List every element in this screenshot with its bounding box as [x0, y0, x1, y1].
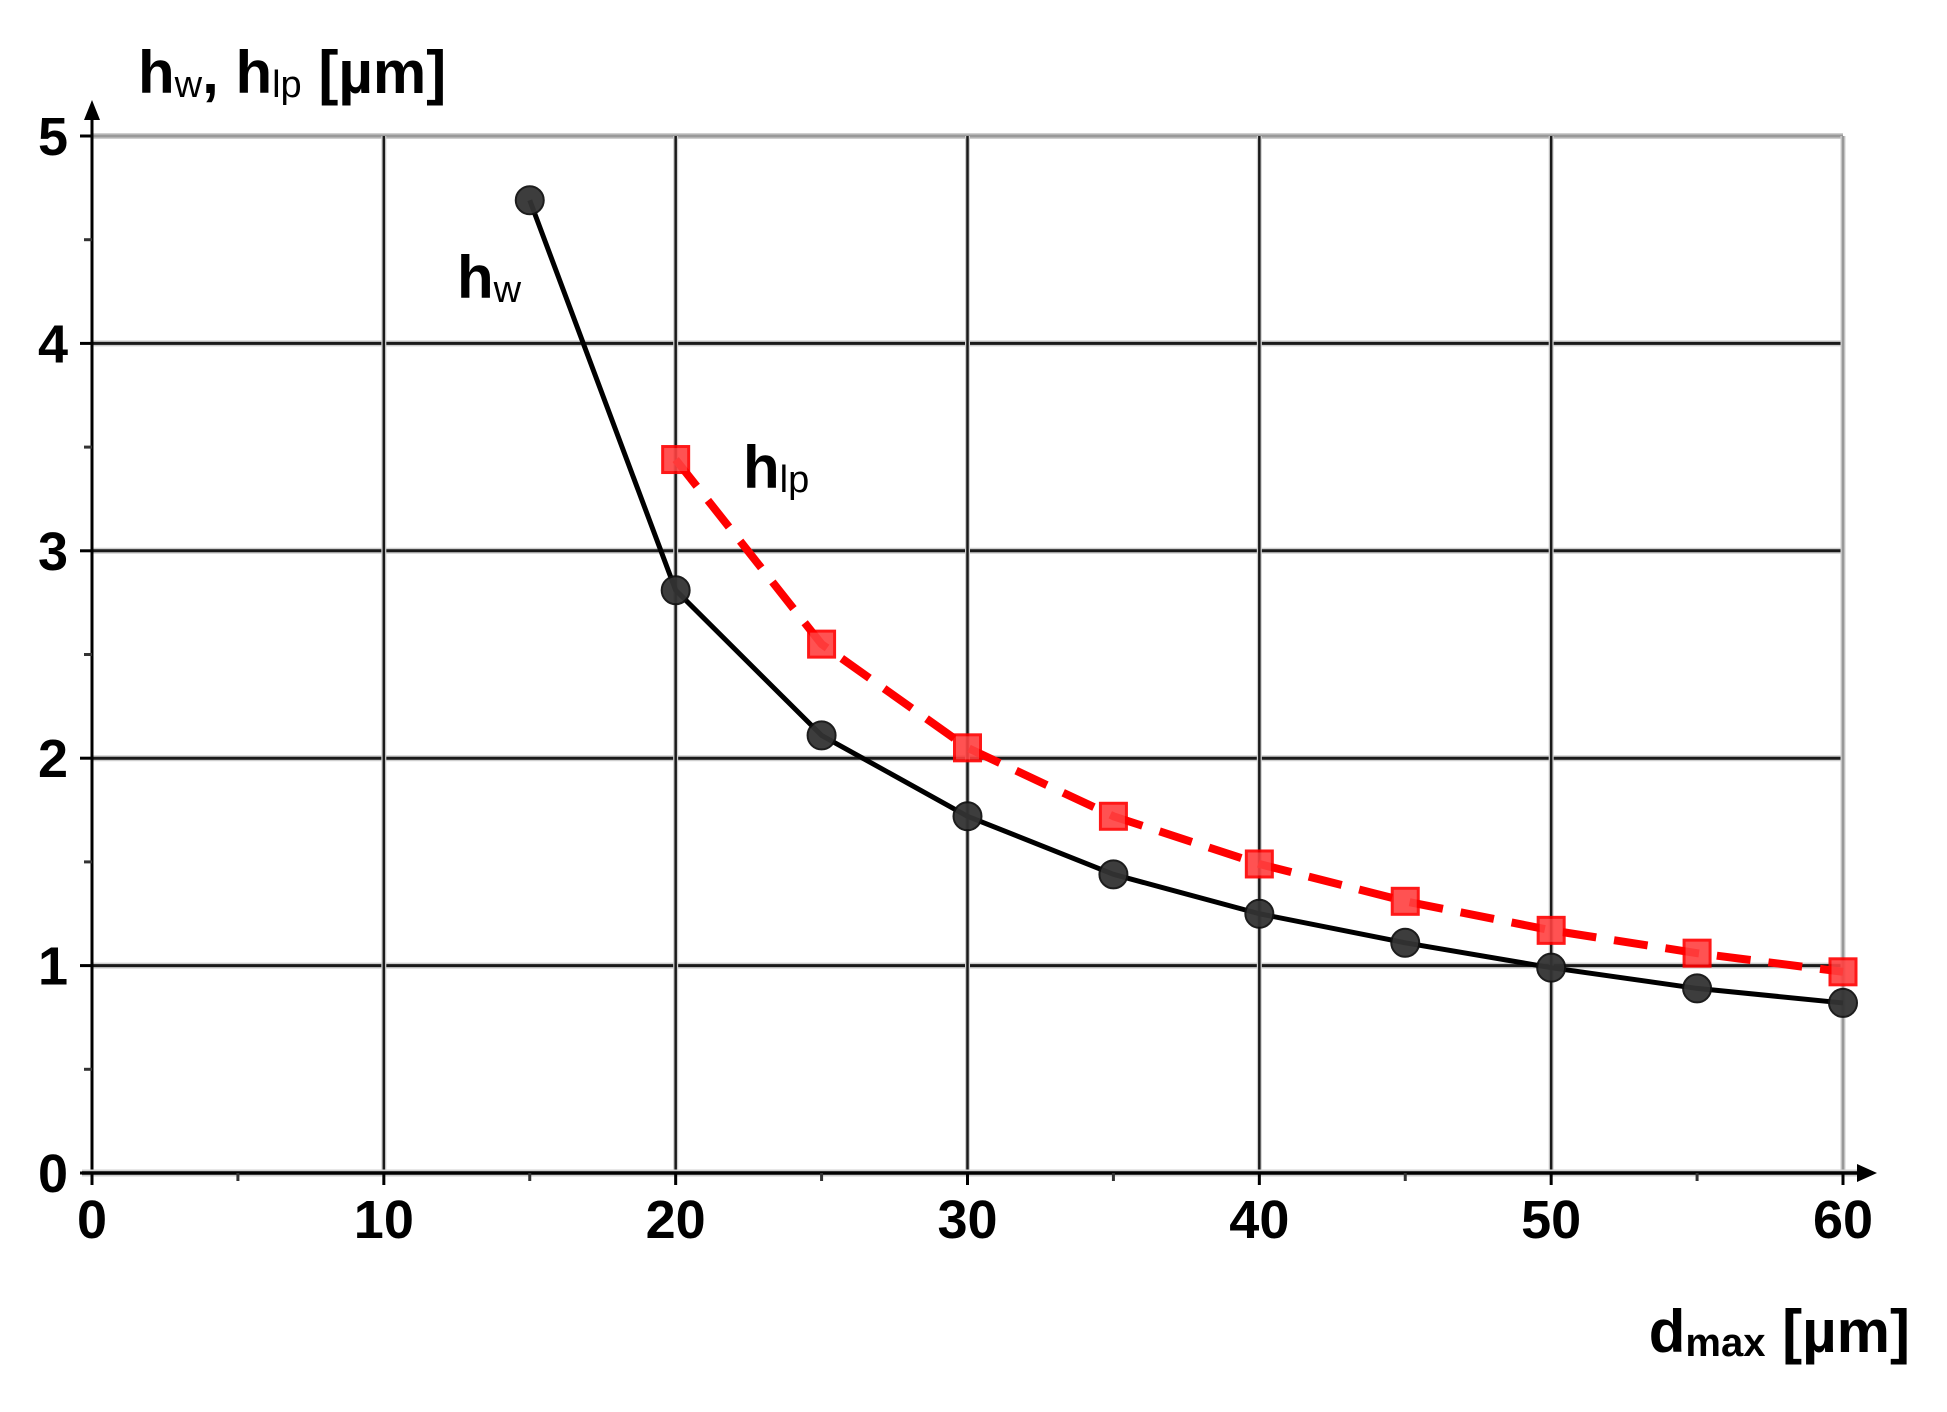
data-series: [514, 185, 1858, 1018]
data-point-circle-icon: [1098, 859, 1129, 890]
x-tick-label: 60: [1813, 1190, 1873, 1250]
data-point-square-icon: [1244, 849, 1274, 879]
data-point-square-icon: [1536, 915, 1566, 945]
x-tick-label: 50: [1521, 1190, 1581, 1250]
y-tick-label: 4: [38, 314, 68, 374]
x-tick-label: 0: [77, 1190, 107, 1250]
series-line: [527, 199, 1844, 1006]
data-point-square-icon: [953, 733, 982, 763]
series-h-lp: [661, 445, 1858, 987]
x-tick-label: 20: [646, 1190, 706, 1250]
series-h-w: [514, 185, 1858, 1018]
data-point-square-icon: [1390, 886, 1420, 916]
x-axis-arrow-icon: [1857, 1164, 1877, 1182]
x-tick-label: 30: [937, 1190, 997, 1250]
data-point-circle-icon: [660, 575, 691, 606]
data-point-circle-icon: [1536, 952, 1567, 983]
data-point-square-icon: [661, 445, 691, 475]
series-label-h-lp: hlp: [743, 434, 809, 501]
y-tick-label: 3: [38, 522, 68, 582]
y-tick-label: 0: [38, 1144, 68, 1204]
y-tick-label: 5: [38, 107, 68, 167]
grid-lines: [92, 133, 1846, 1173]
series-labels: hw hlp: [457, 244, 809, 501]
x-tick-label: 40: [1229, 1190, 1289, 1250]
data-point-square-icon: [1682, 938, 1712, 968]
data-point-circle-icon: [514, 185, 545, 216]
series-label-h-w: hw: [457, 244, 522, 311]
y-axis-title: hw, hlp [µm]: [138, 39, 446, 106]
data-point-square-icon: [1828, 957, 1858, 987]
data-point-square-icon: [807, 629, 837, 659]
y-tick-label: 2: [38, 729, 68, 789]
data-point-circle-icon: [1244, 898, 1275, 929]
axes: [80, 100, 1877, 1185]
y-axis-arrow-icon: [84, 100, 100, 120]
data-point-circle-icon: [1682, 973, 1713, 1004]
y-tick-label: 1: [38, 937, 68, 997]
data-point-circle-icon: [1828, 987, 1858, 1018]
data-point-circle-icon: [952, 801, 983, 832]
data-point-circle-icon: [1390, 927, 1421, 958]
data-point-square-icon: [1098, 801, 1128, 831]
x-tick-label: 10: [354, 1190, 414, 1250]
data-point-circle-icon: [806, 720, 837, 751]
x-axis-title: dmax [µm]: [1649, 1298, 1910, 1365]
